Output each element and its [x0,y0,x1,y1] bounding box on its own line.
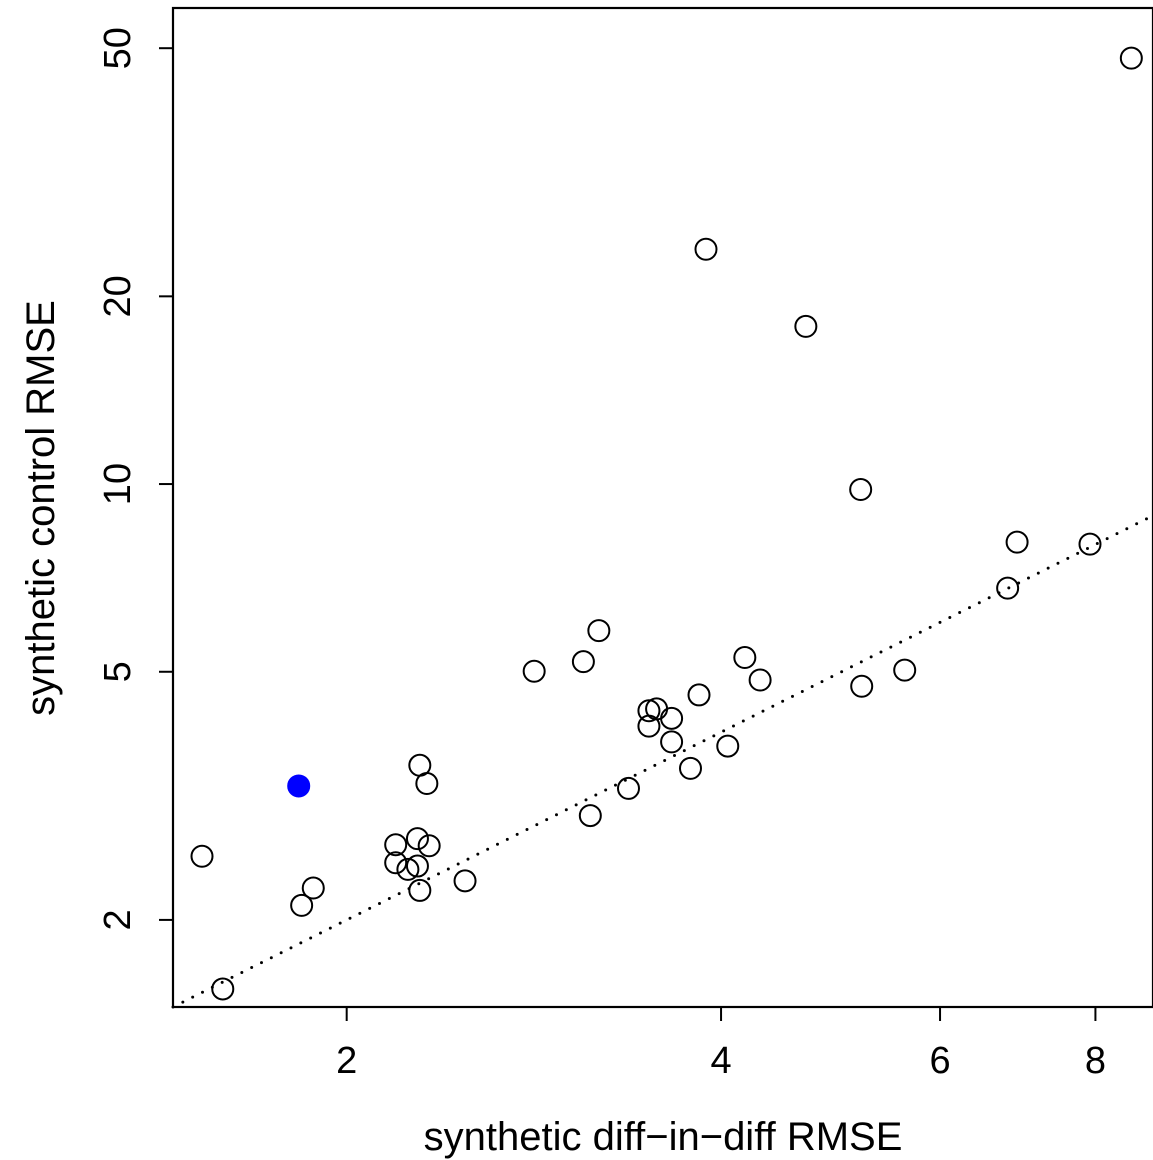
x-axis-ticks: 2 4 6 8 [336,1007,1106,1082]
data-point [384,851,408,875]
data-point [678,756,702,780]
data-point [301,876,325,900]
x-tick-label: 4 [710,1040,731,1082]
data-point [733,646,757,670]
data-point [850,674,874,698]
data-point [384,833,408,857]
x-tick-label: 6 [929,1040,950,1082]
data-point [616,776,640,800]
data-point [893,658,917,682]
x-tick-label: 2 [336,1040,357,1082]
reference-line-group [171,514,1153,1009]
reference-line [171,514,1153,1009]
y-tick-label: 50 [97,27,139,69]
data-point [453,869,477,893]
x-axis-title: synthetic diff−in−diff RMSE [424,1115,903,1159]
data-point [1005,530,1029,554]
data-point [645,697,669,721]
x-tick-label: 8 [1085,1040,1106,1082]
data-point [211,977,235,1001]
y-tick-label: 5 [97,661,139,682]
data-point [694,237,718,261]
data-point [660,730,684,754]
data-point [417,834,441,858]
y-axis-title: synthetic control RMSE [19,300,63,716]
data-point [522,659,546,683]
data-point [578,804,602,828]
plot-frame [171,6,1153,1009]
highlighted-data-point [287,774,311,798]
data-point [637,699,661,723]
y-tick-label: 2 [97,909,139,930]
data-point [1078,532,1102,556]
y-tick-label: 10 [97,463,139,505]
y-axis-ticks: 2 5 10 20 50 [97,27,173,930]
y-tick-label: 20 [97,275,139,317]
data-point [996,576,1020,600]
data-point [405,854,429,878]
data-point [587,619,611,643]
data-point [1119,46,1143,70]
data-point [415,771,439,795]
data-point [849,478,873,502]
data-points [190,46,1143,1001]
data-point [190,844,214,868]
data-point [405,827,429,851]
data-point [660,706,684,730]
data-point [290,893,314,917]
data-point [571,650,595,674]
data-point [748,668,772,692]
data-point [716,734,740,758]
data-point [408,878,432,902]
data-point [794,314,818,338]
data-point [687,683,711,707]
data-point [396,857,420,881]
